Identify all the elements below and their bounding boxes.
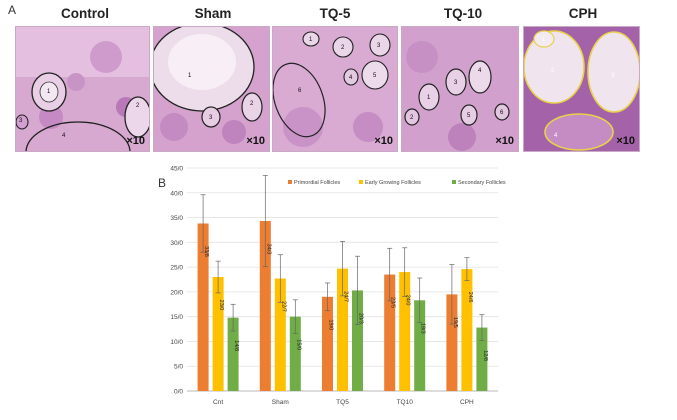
follicle-label: 6	[500, 110, 504, 116]
micrograph-tq5-art: 1 2 3 4 5 6	[273, 27, 397, 151]
micrograph-control: 1 2 3 4 ×10	[15, 26, 150, 152]
bar	[322, 296, 333, 391]
data-label: 12/8	[482, 350, 488, 361]
follicle-label: 2	[136, 103, 140, 109]
magnification-label: ×10	[495, 135, 514, 147]
magnification-label: ×10	[246, 135, 265, 147]
bar	[274, 278, 286, 391]
data-label: 20/3	[358, 313, 364, 324]
x-tick-label: TQ5	[336, 399, 349, 406]
follicle-label: 4	[349, 75, 353, 81]
y-tick-label: 25/0	[170, 265, 183, 272]
panel-a-letter: A	[8, 3, 17, 17]
follicle-label: 2	[410, 115, 414, 121]
magnification-label: ×10	[374, 135, 393, 147]
follicle-label: 1	[427, 95, 431, 101]
y-tick-label: 15/0	[170, 314, 183, 321]
legend-label: Primordial Follicles	[294, 180, 340, 186]
micrograph-tq10-art: 1 2 3 4 5 6	[402, 27, 518, 151]
data-label: 23/5	[390, 297, 396, 308]
y-tick-label: 40/0	[170, 190, 183, 197]
bar	[212, 277, 224, 391]
follicle-label: 4	[62, 133, 66, 139]
bar	[197, 223, 209, 391]
data-label: 33/8	[203, 246, 209, 257]
follicle-label: 4	[554, 133, 558, 139]
bar	[399, 272, 411, 391]
follicle-label: 3	[454, 80, 458, 86]
bar	[476, 327, 488, 391]
micrograph-cph-art: 1 2 3 4	[524, 27, 639, 151]
image-title-control: Control	[61, 6, 109, 21]
follicle-label: 6	[298, 88, 302, 94]
follicle-label: 5	[373, 73, 377, 79]
follicle-label: 4	[478, 68, 482, 74]
y-tick-label: 5/0	[174, 364, 183, 371]
micrograph-sham-art: 1 2 3	[154, 27, 269, 151]
follicle-label: 1	[47, 89, 51, 95]
bar	[414, 300, 426, 391]
image-title-tq5: TQ-5	[319, 6, 351, 21]
x-tick-label: Sham	[272, 399, 289, 406]
follicle-label: 3	[377, 43, 381, 49]
image-title-sham: Sham	[194, 6, 232, 21]
micrograph-sham: 1 2 3 ×10	[153, 26, 270, 152]
bar	[384, 274, 396, 391]
follicle-label: 3	[209, 115, 213, 121]
y-tick-label: 45/0	[170, 166, 183, 173]
y-tick-label: 35/0	[170, 215, 183, 222]
data-label: 18/3	[420, 323, 426, 334]
x-tick-label: TQ10	[397, 399, 414, 406]
y-tick-label: 0/0	[174, 389, 183, 396]
panel-b-letter: B	[158, 176, 167, 190]
y-tick-label: 10/0	[170, 339, 183, 346]
bar	[227, 317, 239, 391]
magnification-label: ×10	[616, 135, 635, 147]
data-label: 24/6	[467, 292, 473, 303]
data-label: 23/0	[218, 300, 224, 311]
data-label: 19/5	[452, 317, 458, 328]
bar	[259, 221, 271, 391]
micrograph-control-art: 1 2 3 4	[16, 27, 149, 151]
legend-swatch	[359, 180, 363, 184]
data-label: 34/3	[265, 244, 271, 255]
data-label: 22/7	[280, 301, 286, 312]
data-label: 15/0	[295, 339, 301, 350]
bar	[446, 294, 458, 391]
y-tick-label: 20/0	[170, 289, 183, 296]
follicle-label: 2	[250, 101, 254, 107]
follicle-label: 2	[341, 45, 345, 51]
data-label: 24/7	[343, 291, 349, 302]
legend-label: Secondary Follicles	[458, 180, 506, 186]
follicle-label: 2	[551, 68, 555, 74]
data-label: 14/8	[233, 340, 239, 351]
micrograph-tq10: 1 2 3 4 5 6 ×10	[401, 26, 519, 152]
bar	[461, 269, 473, 391]
bar	[352, 290, 363, 391]
magnification-label: ×10	[126, 135, 145, 147]
data-label: 19/0	[328, 319, 334, 330]
follicle-label: 5	[467, 113, 471, 119]
follicle-label: 3	[19, 118, 23, 124]
bar	[289, 316, 301, 391]
y-tick-label: 30/0	[170, 240, 183, 247]
legend-swatch	[452, 180, 456, 184]
micrograph-cph: 1 2 3 4 ×10	[523, 26, 640, 152]
follicle-label: 3	[611, 73, 615, 79]
data-label: 24/0	[405, 295, 411, 306]
micrograph-tq5: 1 2 3 4 5 6 ×10	[272, 26, 398, 152]
follicle-label: 1	[188, 73, 192, 79]
legend-swatch	[288, 180, 292, 184]
legend-label: Early Growing Follicles	[365, 180, 421, 186]
image-title-cph: CPH	[568, 6, 598, 21]
follicle-label: 1	[309, 37, 313, 43]
x-tick-label: Cnt	[213, 399, 223, 406]
follicle-label: 1	[542, 37, 546, 43]
image-title-tq10: TQ-10	[443, 6, 483, 21]
bar	[337, 268, 348, 391]
x-tick-label: CPH	[460, 399, 474, 406]
